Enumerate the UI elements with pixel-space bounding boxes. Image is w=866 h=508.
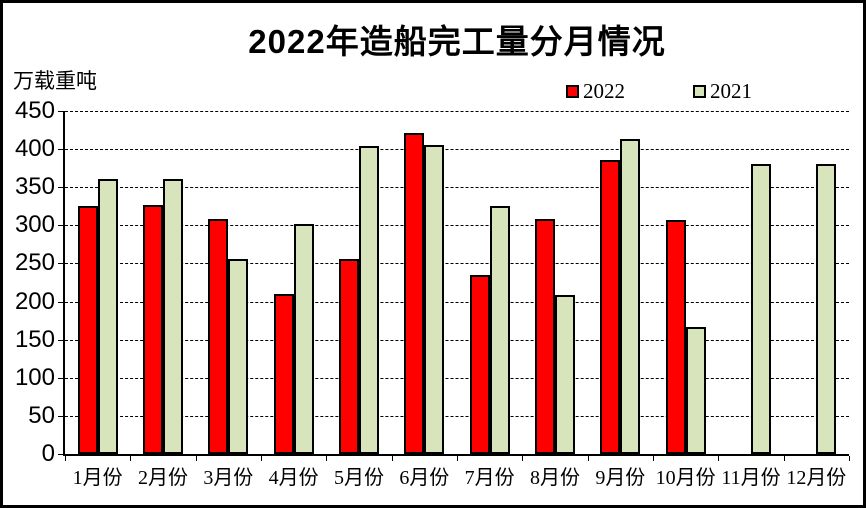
bar-2021-1月份 <box>97 178 118 454</box>
x-tick-mark <box>783 456 785 461</box>
bar-2022-1月份 <box>77 205 98 454</box>
y-tick-mark <box>58 454 65 455</box>
gridline-350 <box>65 187 849 189</box>
x-tick-mark <box>261 456 262 461</box>
y-tick-label-400: 400 <box>14 135 55 163</box>
bar-2022-8月份 <box>535 219 555 454</box>
y-tick-label-100: 100 <box>14 363 55 391</box>
bar-2021-5月份 <box>359 146 379 454</box>
plot-area <box>63 111 849 456</box>
x-tick-label-5月份: 5月份 <box>333 467 384 489</box>
bar-2021-11月份 <box>751 164 771 454</box>
x-tick-label-8月份: 8月份 <box>529 467 580 489</box>
bar-2021-10月份 <box>685 326 706 454</box>
bar-2022-2月份 <box>143 204 163 454</box>
bar-2022-3月份 <box>208 219 229 454</box>
x-tick-label-12月份: 12月份 <box>786 467 847 489</box>
x-tick-mark <box>718 456 720 461</box>
y-tick-label-350: 350 <box>14 173 55 201</box>
y-tick-label-300: 300 <box>14 211 55 239</box>
x-tick-label-4月份: 4月份 <box>268 467 319 489</box>
gridline-250 <box>65 263 849 265</box>
y-tick-mark <box>58 263 65 265</box>
y-tick-mark <box>58 377 65 379</box>
bar-2021-7月份 <box>489 205 510 454</box>
legend-label-2021: 2021 <box>710 79 752 103</box>
bar-2022-5月份 <box>339 258 359 454</box>
x-tick-label-7月份: 7月份 <box>464 467 515 489</box>
x-tick-label-9月份: 9月份 <box>595 467 646 489</box>
bar-2022-4月份 <box>273 293 294 454</box>
y-tick-mark <box>58 415 65 417</box>
x-tick-mark <box>587 456 589 461</box>
legend: 2022 2021 <box>563 79 823 103</box>
x-tick-label-11月份: 11月份 <box>721 467 781 489</box>
y-tick-mark <box>58 111 65 112</box>
x-tick-label-2月份: 2月份 <box>137 467 188 489</box>
x-tick-label-1月份: 1月份 <box>72 467 123 489</box>
bar-2021-8月份 <box>555 295 575 454</box>
y-tick-label-50: 50 <box>28 401 55 429</box>
y-tick-mark <box>58 187 65 189</box>
bar-2021-6月份 <box>424 145 445 454</box>
gridline-100 <box>65 377 849 379</box>
legend-swatch-2021 <box>693 84 706 98</box>
gridline-200 <box>65 301 849 303</box>
x-tick-mark <box>391 456 393 461</box>
bar-2021-3月份 <box>228 258 249 454</box>
gridline-400 <box>65 149 849 151</box>
bar-2022-10月份 <box>665 220 686 454</box>
y-tick-mark <box>58 339 65 341</box>
y-tick-mark <box>58 225 65 227</box>
y-tick-mark <box>58 301 65 303</box>
bar-2022-6月份 <box>404 133 425 454</box>
y-tick-label-250: 250 <box>14 249 55 277</box>
bar-2021-9月份 <box>620 139 641 454</box>
x-tick-label-10月份: 10月份 <box>655 467 716 489</box>
gridline-450 <box>65 111 849 112</box>
legend-swatch-2022 <box>566 84 579 98</box>
y-tick-label-150: 150 <box>14 325 55 353</box>
x-tick-mark <box>457 456 458 461</box>
x-tick-mark <box>522 456 524 461</box>
gridline-50 <box>65 415 849 417</box>
bar-2022-9月份 <box>600 159 621 454</box>
bar-2022-7月份 <box>469 274 490 454</box>
y-tick-mark <box>58 149 65 151</box>
legend-label-2022: 2022 <box>583 79 625 103</box>
y-tick-label-0: 0 <box>41 440 55 467</box>
bar-2021-12月份 <box>816 163 837 454</box>
y-tick-label-200: 200 <box>14 287 55 315</box>
legend-item-2021: 2021 <box>693 79 752 103</box>
x-tick-label-3月份: 3月份 <box>203 467 254 489</box>
x-tick-mark <box>65 456 66 461</box>
chart-title: 2022年造船完工量分月情况 <box>248 23 666 60</box>
gridline-300 <box>65 225 849 227</box>
x-tick-mark <box>849 456 850 461</box>
y-axis-unit-label: 万载重吨 <box>13 70 97 93</box>
bar-2021-4月份 <box>293 223 314 454</box>
bar-2021-2月份 <box>163 178 183 454</box>
legend-item-2022: 2022 <box>566 79 625 103</box>
x-tick-mark <box>653 456 654 461</box>
y-tick-label-450: 450 <box>14 97 55 124</box>
x-tick-mark <box>130 456 132 461</box>
x-tick-mark <box>195 456 197 461</box>
x-tick-mark <box>326 456 328 461</box>
x-tick-label-6月份: 6月份 <box>399 467 450 489</box>
gridline-150 <box>65 339 849 341</box>
